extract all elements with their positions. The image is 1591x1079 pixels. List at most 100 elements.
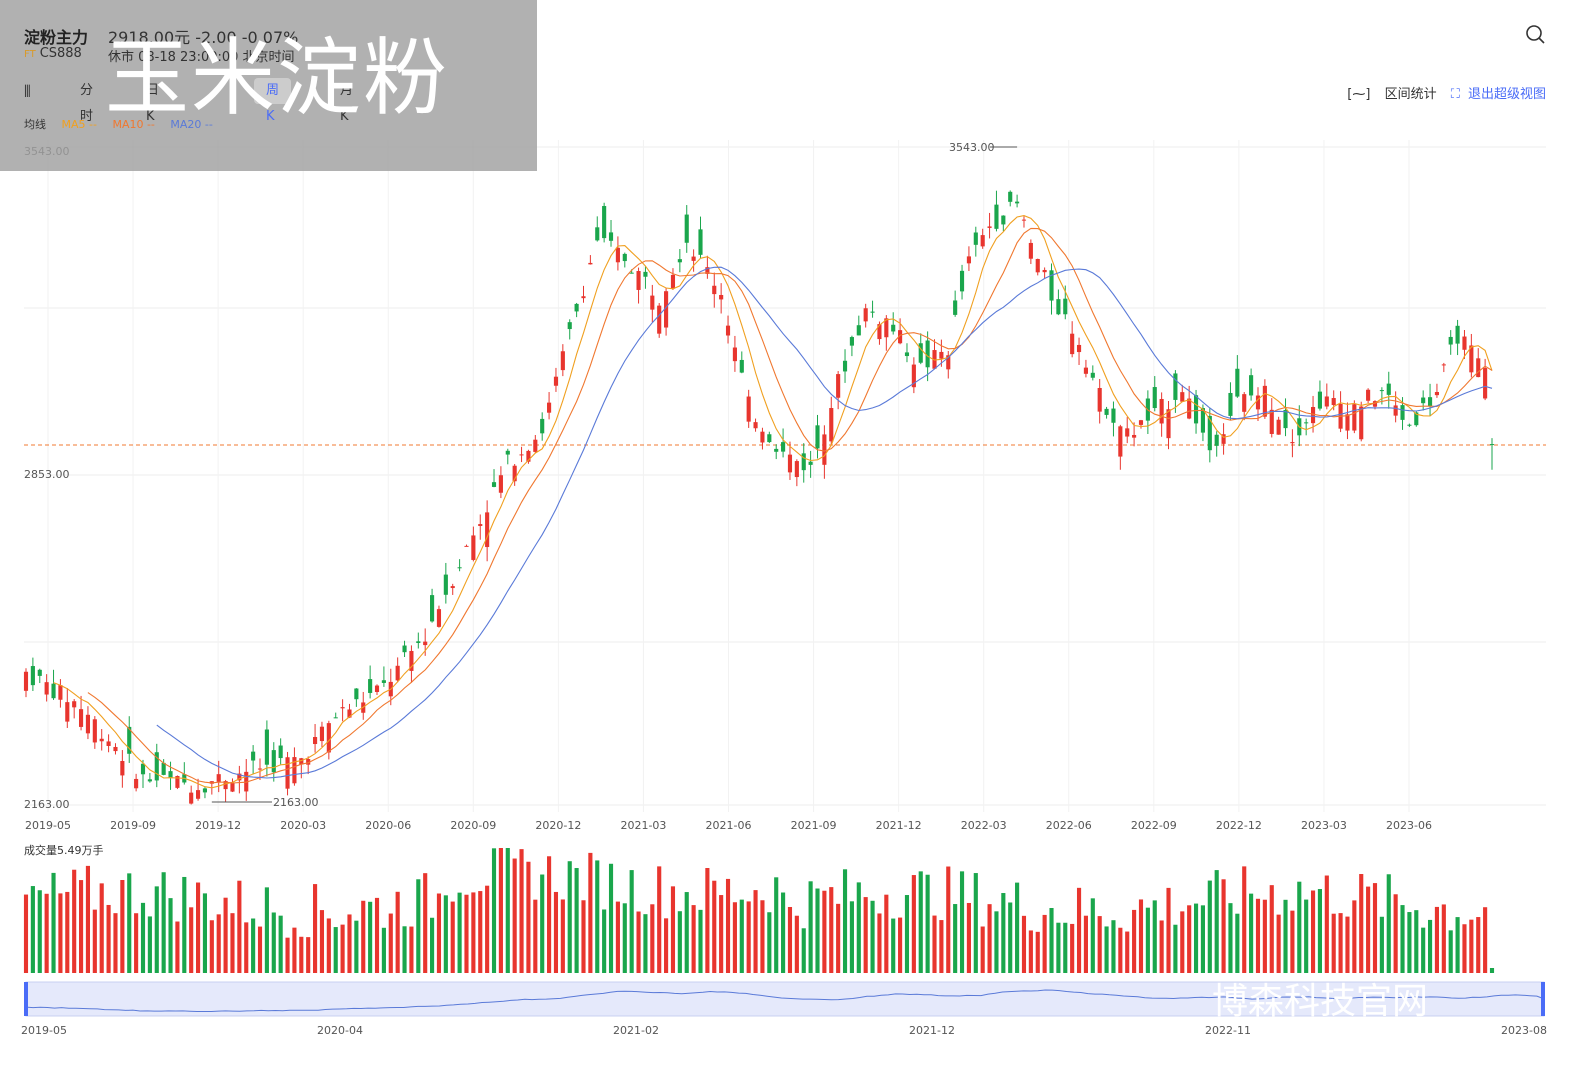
exit-fullscreen-icon[interactable]: ⛶	[1450, 87, 1460, 102]
candle-body	[629, 272, 634, 274]
volume-bar	[932, 915, 937, 973]
candle-body	[450, 586, 455, 589]
candle-body	[416, 641, 421, 643]
tab-intraday[interactable]: 分时	[80, 83, 94, 124]
volume-bar	[106, 904, 111, 973]
candle-body	[326, 723, 331, 753]
candle-body	[402, 645, 407, 653]
volume-bar	[767, 912, 772, 973]
volume-bar	[1262, 899, 1267, 973]
market-time: 休市 08-18 23:00:00 北京时间	[108, 50, 295, 65]
candle-body	[430, 595, 435, 622]
volume-bar	[1283, 899, 1288, 973]
volume-bar	[1125, 931, 1130, 973]
volume-bar	[44, 893, 49, 973]
ft-badge: FT	[24, 49, 36, 60]
volume-series	[23, 848, 1495, 973]
header-overlay: 淀粉主力 2918.00元 -2.00 -0.07% FT CS888 休市 08…	[0, 0, 537, 171]
candle-body	[106, 741, 111, 746]
range-stats-button[interactable]: 区间统计	[1384, 87, 1437, 102]
candle-body	[987, 226, 992, 228]
chart-grid	[24, 140, 1546, 812]
candle-body	[1317, 391, 1322, 409]
candle-body	[1276, 419, 1281, 435]
candle-body	[815, 425, 820, 449]
volume-bar	[230, 913, 235, 973]
volume-bar	[877, 913, 882, 973]
volume-bar	[664, 918, 669, 973]
volume-bar	[278, 915, 283, 973]
candle-body	[1152, 387, 1157, 409]
volume-bar	[1221, 879, 1226, 973]
volume-bar	[1352, 900, 1357, 973]
candle-body	[51, 683, 56, 699]
collapse-icon[interactable]: ⫴	[24, 82, 31, 101]
volume-bar	[925, 874, 930, 973]
volume-bar	[533, 899, 538, 973]
candle-body	[333, 717, 338, 719]
volume-bar	[326, 918, 331, 973]
volume-bar	[1008, 902, 1013, 973]
volume-bar	[313, 884, 318, 973]
candle-body	[485, 512, 490, 548]
candle-body	[870, 311, 875, 313]
tab-daily[interactable]: 日K	[146, 83, 160, 124]
volume-bar	[712, 880, 717, 973]
candle-body	[1483, 368, 1488, 399]
volume-bar	[608, 863, 614, 973]
volume-bar	[650, 904, 655, 973]
candle-body	[381, 680, 386, 683]
volume-bar	[1448, 930, 1453, 973]
candle-body	[1235, 368, 1240, 397]
candle-body	[1462, 336, 1467, 350]
volume-bar	[1063, 922, 1068, 973]
volume-bar	[251, 918, 256, 973]
volume-bar	[1434, 906, 1440, 973]
x-label-9: 2021-09	[791, 819, 837, 832]
candle-body	[822, 434, 827, 465]
exit-super-view-button[interactable]: 退出超级视图	[1467, 87, 1546, 102]
volume-bar	[553, 891, 559, 973]
candle-body	[223, 781, 228, 790]
navigator[interactable]	[24, 981, 1545, 1017]
candle-body	[285, 757, 290, 789]
volume-bar	[127, 873, 132, 973]
volume-bar	[1414, 910, 1419, 973]
candle-body	[602, 206, 607, 239]
volume-bar	[1297, 881, 1302, 973]
price-change: 2918.00元 -2.00 -0.07%	[108, 28, 299, 47]
candle-body	[925, 340, 930, 368]
search-icon[interactable]	[1525, 24, 1547, 46]
volume-bar	[1455, 917, 1460, 973]
volume-bar	[154, 886, 159, 973]
volume-bar	[292, 927, 297, 973]
candle-body	[808, 461, 813, 465]
volume-bar	[436, 893, 442, 973]
volume-bar	[58, 893, 63, 973]
tab-monthly[interactable]: 月K	[340, 83, 354, 124]
volume-bar	[863, 897, 868, 973]
volume-bar	[918, 871, 923, 973]
volume-bar	[374, 897, 380, 973]
volume-bar	[725, 878, 731, 973]
range-stats-icon[interactable]: [⁓]	[1347, 87, 1371, 102]
candle-body	[299, 758, 304, 765]
candle-body	[719, 294, 724, 300]
volume-bar	[1152, 900, 1157, 973]
candle-body	[1180, 392, 1185, 402]
tab-weekly[interactable]: 周K	[254, 78, 292, 124]
candle-body	[23, 671, 29, 691]
candle-body	[966, 256, 971, 264]
volume-bar	[677, 911, 682, 973]
candle-body	[664, 291, 669, 328]
volume-bar	[416, 879, 421, 973]
volume-bar	[1421, 927, 1426, 973]
candle-body	[712, 285, 717, 295]
candle-body	[306, 759, 311, 765]
candle-body	[1042, 269, 1047, 273]
x-label-2: 2019-12	[195, 819, 241, 832]
volume-bar	[939, 920, 944, 973]
volume-bar	[691, 905, 696, 973]
candle-body	[457, 567, 462, 569]
